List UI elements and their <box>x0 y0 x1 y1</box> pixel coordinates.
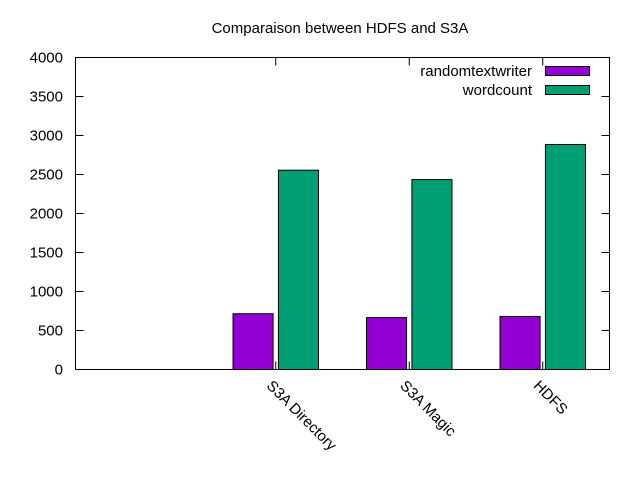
y-tick-label: 1000 <box>30 284 63 301</box>
legend-label: randomtextwriter <box>420 63 532 80</box>
x-tick-label: S3A Directory <box>263 377 340 454</box>
y-tick-label: 3500 <box>30 89 63 106</box>
bar-wordcount-0 <box>277 169 319 370</box>
y-tick-label: 4000 <box>30 50 63 67</box>
bar-wordcount-2 <box>544 143 586 370</box>
y-axis: 0 500 1000 1500 2000 2500 3000 3500 4000 <box>30 50 610 379</box>
x-tick-label: S3A Magic <box>396 377 459 440</box>
bar-randomtextwriter-0 <box>232 313 274 371</box>
y-tick-label: 2000 <box>30 206 63 223</box>
y-tick-label: 2500 <box>30 167 63 184</box>
legend-label: wordcount <box>462 82 533 99</box>
x-tick-label: HDFS <box>530 377 571 418</box>
y-tick-label: 1500 <box>30 245 63 262</box>
bar-randomtextwriter-2 <box>499 315 541 370</box>
legend-swatch <box>545 66 590 76</box>
chart-title: Comparaison between HDFS and S3A <box>212 20 469 37</box>
legend-swatch <box>545 85 590 95</box>
bar-randomtextwriter-1 <box>366 317 408 371</box>
y-tick-label: 500 <box>38 323 63 340</box>
legend: randomtextwriter wordcount <box>420 63 590 99</box>
y-tick-label: 3000 <box>30 128 63 145</box>
bars-group <box>232 143 586 371</box>
bar-wordcount-1 <box>411 179 453 370</box>
y-tick-label: 0 <box>55 362 63 379</box>
